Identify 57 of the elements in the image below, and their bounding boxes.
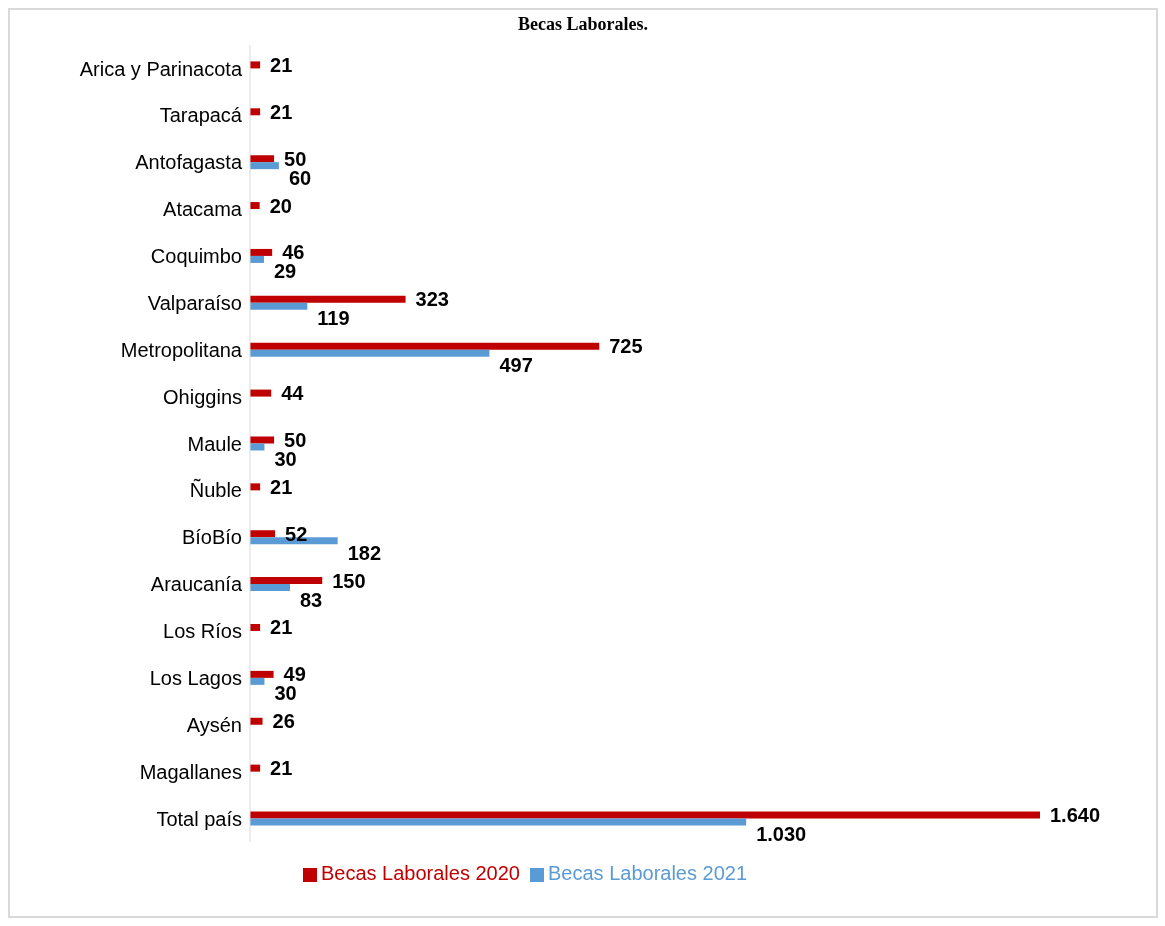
- y-tick-label: Total país: [156, 807, 242, 830]
- data-label: 44: [281, 382, 305, 405]
- data-label: 1.640: [1050, 804, 1101, 827]
- data-label: 21: [270, 53, 293, 76]
- bar: [250, 436, 275, 444]
- bar: [250, 155, 275, 163]
- data-label: 21: [270, 616, 293, 639]
- legend-label: Becas Laborales 2020: [320, 862, 520, 884]
- y-tick-label: Ohiggins: [163, 385, 242, 408]
- bar: [250, 342, 600, 350]
- bar: [250, 255, 264, 263]
- y-tick-label: Ñuble: [189, 478, 242, 502]
- legend-label: Becas Laborales 2021: [548, 862, 748, 884]
- y-tick-label: Magallanes: [139, 760, 242, 783]
- bar: [250, 248, 273, 256]
- y-tick-label: Maule: [187, 432, 242, 455]
- data-label: 182: [347, 541, 382, 564]
- bar: [250, 389, 272, 397]
- data-label: 20: [269, 194, 292, 217]
- y-tick-label: Aysén: [186, 713, 242, 736]
- y-tick-label: BíoBío: [181, 526, 242, 549]
- y-tick-label: Metropolitana: [120, 338, 243, 361]
- data-label: 150: [332, 569, 366, 592]
- y-tick-label: Los Ríos: [163, 620, 242, 643]
- data-label: 725: [609, 335, 643, 358]
- y-tick-label: Valparaíso: [147, 291, 242, 314]
- bar: [250, 349, 490, 357]
- bar: [250, 530, 276, 538]
- y-tick-label: Atacama: [163, 198, 243, 221]
- bar: [250, 717, 263, 725]
- bar: [250, 443, 265, 451]
- y-tick-label: Antofagasta: [135, 151, 243, 174]
- bar: [250, 295, 406, 303]
- data-label: 323: [415, 288, 449, 311]
- bar: [250, 677, 265, 685]
- data-label: 26: [272, 710, 295, 733]
- bar: [250, 202, 260, 210]
- y-tick-label: Coquimbo: [150, 245, 242, 268]
- bar: [250, 162, 279, 170]
- bar: [250, 302, 308, 310]
- bar: [250, 811, 1040, 819]
- data-label: 21: [270, 475, 293, 498]
- data-label: 1.030: [756, 823, 807, 846]
- data-label: 21: [270, 100, 293, 123]
- chart-title: Becas Laborales.: [517, 14, 649, 35]
- data-label: 119: [317, 307, 350, 330]
- y-tick-label: Araucanía: [150, 573, 243, 596]
- bar: [250, 818, 747, 826]
- bar: [250, 670, 274, 678]
- y-tick-label: Tarapacá: [159, 104, 243, 127]
- bar: [250, 584, 290, 592]
- data-label: 21: [270, 757, 293, 780]
- y-tick-label: Los Lagos: [149, 667, 242, 690]
- data-label: 497: [499, 354, 533, 377]
- data-label: 83: [299, 588, 323, 611]
- y-tick-label: Arica y Parinacota: [79, 57, 243, 80]
- bar: [250, 577, 323, 585]
